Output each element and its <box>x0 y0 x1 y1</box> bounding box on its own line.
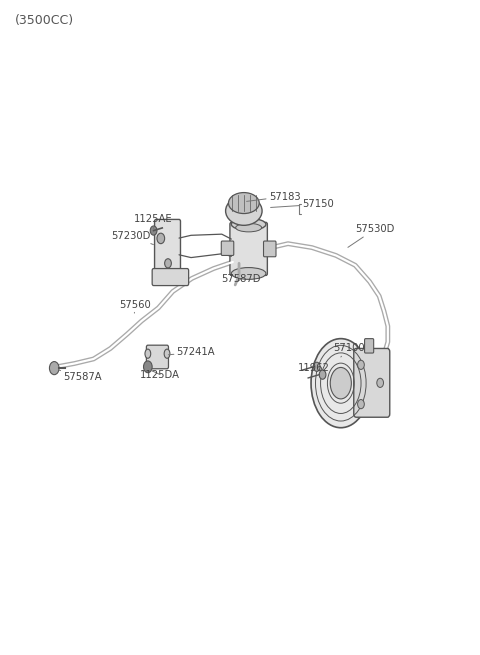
FancyBboxPatch shape <box>264 241 276 257</box>
Text: 57230D: 57230D <box>111 231 154 244</box>
Circle shape <box>165 259 171 268</box>
Circle shape <box>319 370 326 379</box>
Circle shape <box>358 360 364 369</box>
Circle shape <box>144 361 152 373</box>
Ellipse shape <box>231 267 266 279</box>
Text: 57530D: 57530D <box>348 224 395 248</box>
FancyBboxPatch shape <box>230 223 267 275</box>
Circle shape <box>157 233 165 244</box>
Text: 57150: 57150 <box>271 199 334 210</box>
Text: 1125AE: 1125AE <box>133 214 172 229</box>
Circle shape <box>313 362 320 371</box>
Text: 57241A: 57241A <box>168 347 215 358</box>
Text: 57587D: 57587D <box>221 274 260 284</box>
Ellipse shape <box>231 219 266 231</box>
Circle shape <box>49 362 59 375</box>
Ellipse shape <box>226 196 262 225</box>
Text: 57587A: 57587A <box>60 370 102 383</box>
Ellipse shape <box>311 339 371 428</box>
FancyBboxPatch shape <box>365 339 373 353</box>
Circle shape <box>150 226 157 235</box>
Circle shape <box>377 379 384 388</box>
FancyBboxPatch shape <box>152 269 189 286</box>
Text: 1125DA: 1125DA <box>140 369 180 380</box>
Circle shape <box>358 400 364 409</box>
Text: 57560: 57560 <box>119 299 151 313</box>
Text: 57100: 57100 <box>334 343 365 357</box>
Ellipse shape <box>228 193 259 214</box>
Ellipse shape <box>236 223 262 232</box>
FancyBboxPatch shape <box>221 241 234 255</box>
FancyBboxPatch shape <box>155 219 180 279</box>
Text: (3500CC): (3500CC) <box>14 14 73 28</box>
Ellipse shape <box>164 349 170 358</box>
Ellipse shape <box>330 367 351 399</box>
Text: 57183: 57183 <box>247 191 300 202</box>
FancyBboxPatch shape <box>146 345 168 369</box>
FancyBboxPatch shape <box>354 348 390 417</box>
Ellipse shape <box>145 349 151 358</box>
Text: 11962: 11962 <box>298 363 329 373</box>
